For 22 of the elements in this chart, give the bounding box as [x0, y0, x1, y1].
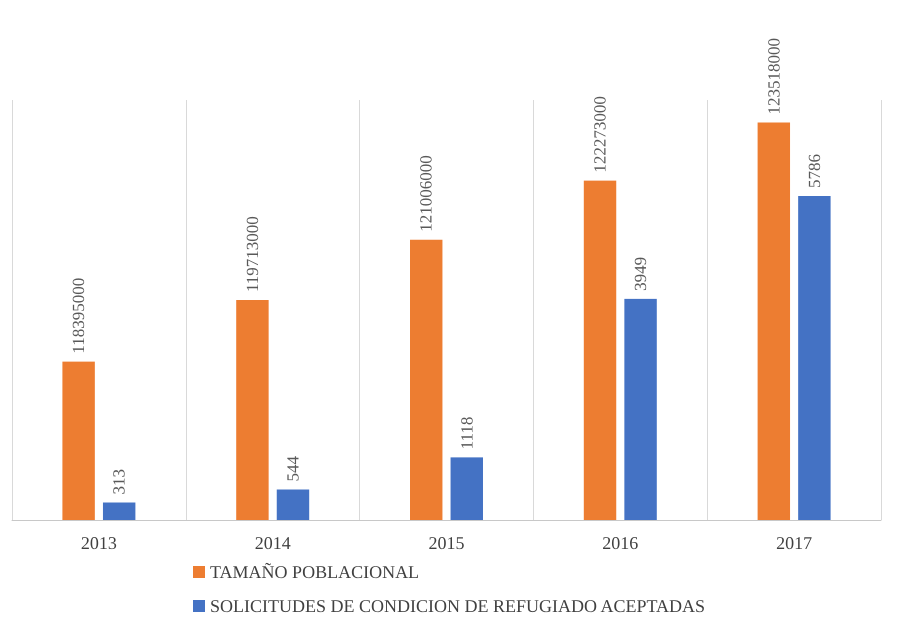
data-label: 119713000: [242, 216, 262, 292]
data-label: 121006000: [416, 155, 436, 232]
legend-label: SOLICITUDES DE CONDICION DE REFUGIADO ACEPTADAS: [210, 596, 706, 616]
bar: [276, 490, 310, 520]
data-label: 3949: [631, 256, 650, 291]
bar: [624, 298, 657, 520]
bar: [102, 502, 136, 520]
data-label: 118395000: [69, 278, 88, 354]
x-tick-label: 2013: [80, 533, 117, 553]
legend-label: TAMAÑO POBLACIONAL: [210, 562, 420, 582]
data-label: 544: [283, 456, 302, 482]
x-tick-label: 2016: [602, 533, 638, 553]
data-label: 313: [110, 468, 129, 494]
data-label: 122273000: [590, 96, 610, 173]
x-tick-label: 2017: [776, 533, 812, 553]
x-tick-label: 2014: [254, 533, 291, 553]
bar: [798, 196, 831, 520]
x-tick-label: 2015: [428, 533, 464, 553]
data-label: 1118: [457, 416, 476, 450]
bar: [450, 457, 483, 520]
data-label: 123518000: [764, 38, 784, 114]
data-label: 5786: [804, 154, 824, 188]
